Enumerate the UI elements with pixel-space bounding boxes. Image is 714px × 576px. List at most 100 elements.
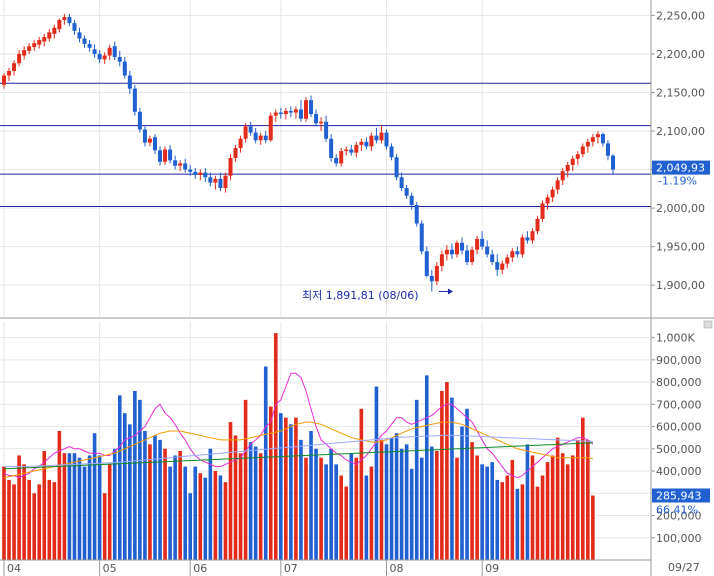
candle-body	[62, 16, 67, 21]
volume-bar	[500, 482, 505, 560]
candle-body	[193, 171, 198, 175]
candle-body	[585, 141, 590, 147]
volume-bar	[188, 493, 193, 560]
candle-body	[419, 223, 424, 252]
volume-bar	[193, 466, 198, 560]
volume-bar	[460, 426, 464, 560]
candle-body	[434, 265, 439, 282]
volume-bar	[208, 448, 213, 560]
candle-body	[389, 146, 394, 158]
candle-body	[495, 262, 500, 270]
candle-body	[349, 149, 354, 153]
volume-bar	[148, 444, 152, 560]
candle-body	[374, 135, 379, 141]
volume-bar	[575, 439, 580, 560]
volume-bar	[67, 453, 72, 560]
volume-bar	[128, 424, 132, 560]
volume-bar	[485, 466, 489, 560]
candle-body	[369, 135, 374, 147]
volume-bar	[359, 408, 364, 560]
volume-bar	[77, 457, 82, 560]
volume-bar	[294, 417, 298, 560]
price-tick-label: 2,000,00	[656, 202, 705, 215]
candle-body	[233, 147, 238, 158]
volume-bar	[2, 466, 6, 560]
x-tick-label: 04	[7, 562, 21, 575]
volume-bar	[424, 375, 429, 560]
candle-body	[550, 189, 555, 198]
panel-resize-handle[interactable]	[703, 320, 713, 329]
volume-bar	[319, 457, 323, 560]
candle-body	[540, 203, 545, 219]
volume-tick-label: 100,000	[656, 532, 702, 545]
volume-bar	[430, 446, 434, 560]
volume-bar	[153, 435, 157, 560]
volume-bar	[263, 366, 268, 560]
candle-body	[273, 112, 278, 116]
volume-bar	[223, 482, 228, 560]
candle-body	[480, 238, 485, 247]
price-tick-label: 2,100,00	[656, 125, 705, 138]
candle-body	[2, 75, 6, 85]
volume-bar	[540, 475, 545, 560]
volume-bar	[565, 464, 570, 560]
x-tick-label: 06	[193, 562, 207, 575]
volume-moving-average-line	[4, 434, 593, 468]
volume-bar	[72, 453, 77, 560]
candle-body	[344, 149, 349, 152]
volume-bar	[233, 435, 238, 560]
candle-body	[414, 205, 419, 224]
candle-body	[263, 135, 268, 141]
candle-body	[137, 111, 142, 130]
volume-bar	[455, 457, 459, 560]
candle-body	[147, 138, 152, 143]
candle-body	[208, 177, 213, 183]
volume-bar	[389, 437, 394, 560]
volume-bar	[586, 439, 590, 560]
volume-bar	[273, 333, 278, 560]
volume-bar	[173, 455, 177, 560]
candle-body	[575, 154, 580, 159]
volume-bar	[490, 462, 495, 560]
volume-bar	[198, 473, 203, 560]
volume-bar	[470, 442, 474, 560]
volume-bar	[92, 433, 97, 560]
volume-bar	[163, 448, 167, 560]
volume-bar	[62, 453, 67, 560]
volume-bar	[450, 397, 454, 560]
volume-bar	[525, 444, 530, 560]
volume-bar	[32, 493, 36, 560]
volume-bar	[87, 455, 92, 560]
volume-bar	[168, 466, 172, 560]
volume-bar	[299, 439, 303, 560]
candle-body	[57, 20, 62, 30]
candle-body	[444, 249, 449, 255]
volume-bar	[289, 424, 293, 560]
volume-bar	[37, 484, 42, 560]
volume-bar	[495, 479, 500, 560]
volume-bar	[480, 464, 484, 560]
candle-body	[329, 138, 334, 158]
candle-body	[460, 242, 465, 251]
candle-body	[288, 110, 293, 113]
candle-body	[394, 157, 399, 178]
candle-body	[293, 109, 298, 113]
candle-body	[268, 115, 273, 141]
candle-body	[248, 126, 253, 133]
candle-body	[515, 251, 520, 255]
candle-body	[102, 55, 107, 60]
volume-bar	[555, 437, 560, 560]
candle-body	[12, 63, 17, 71]
volume-tick-label: 500,000	[656, 443, 702, 456]
candle-body	[595, 134, 600, 138]
price-tick-label: 2,200,00	[656, 48, 705, 61]
price-tick-label: 2,250,00	[656, 9, 705, 22]
candle-body	[404, 188, 409, 196]
candle-body	[132, 88, 137, 112]
volume-bar	[399, 448, 404, 560]
candle-body	[555, 180, 560, 190]
volume-bar	[309, 430, 313, 560]
candle-body	[424, 251, 429, 276]
volume-bar	[404, 444, 409, 560]
